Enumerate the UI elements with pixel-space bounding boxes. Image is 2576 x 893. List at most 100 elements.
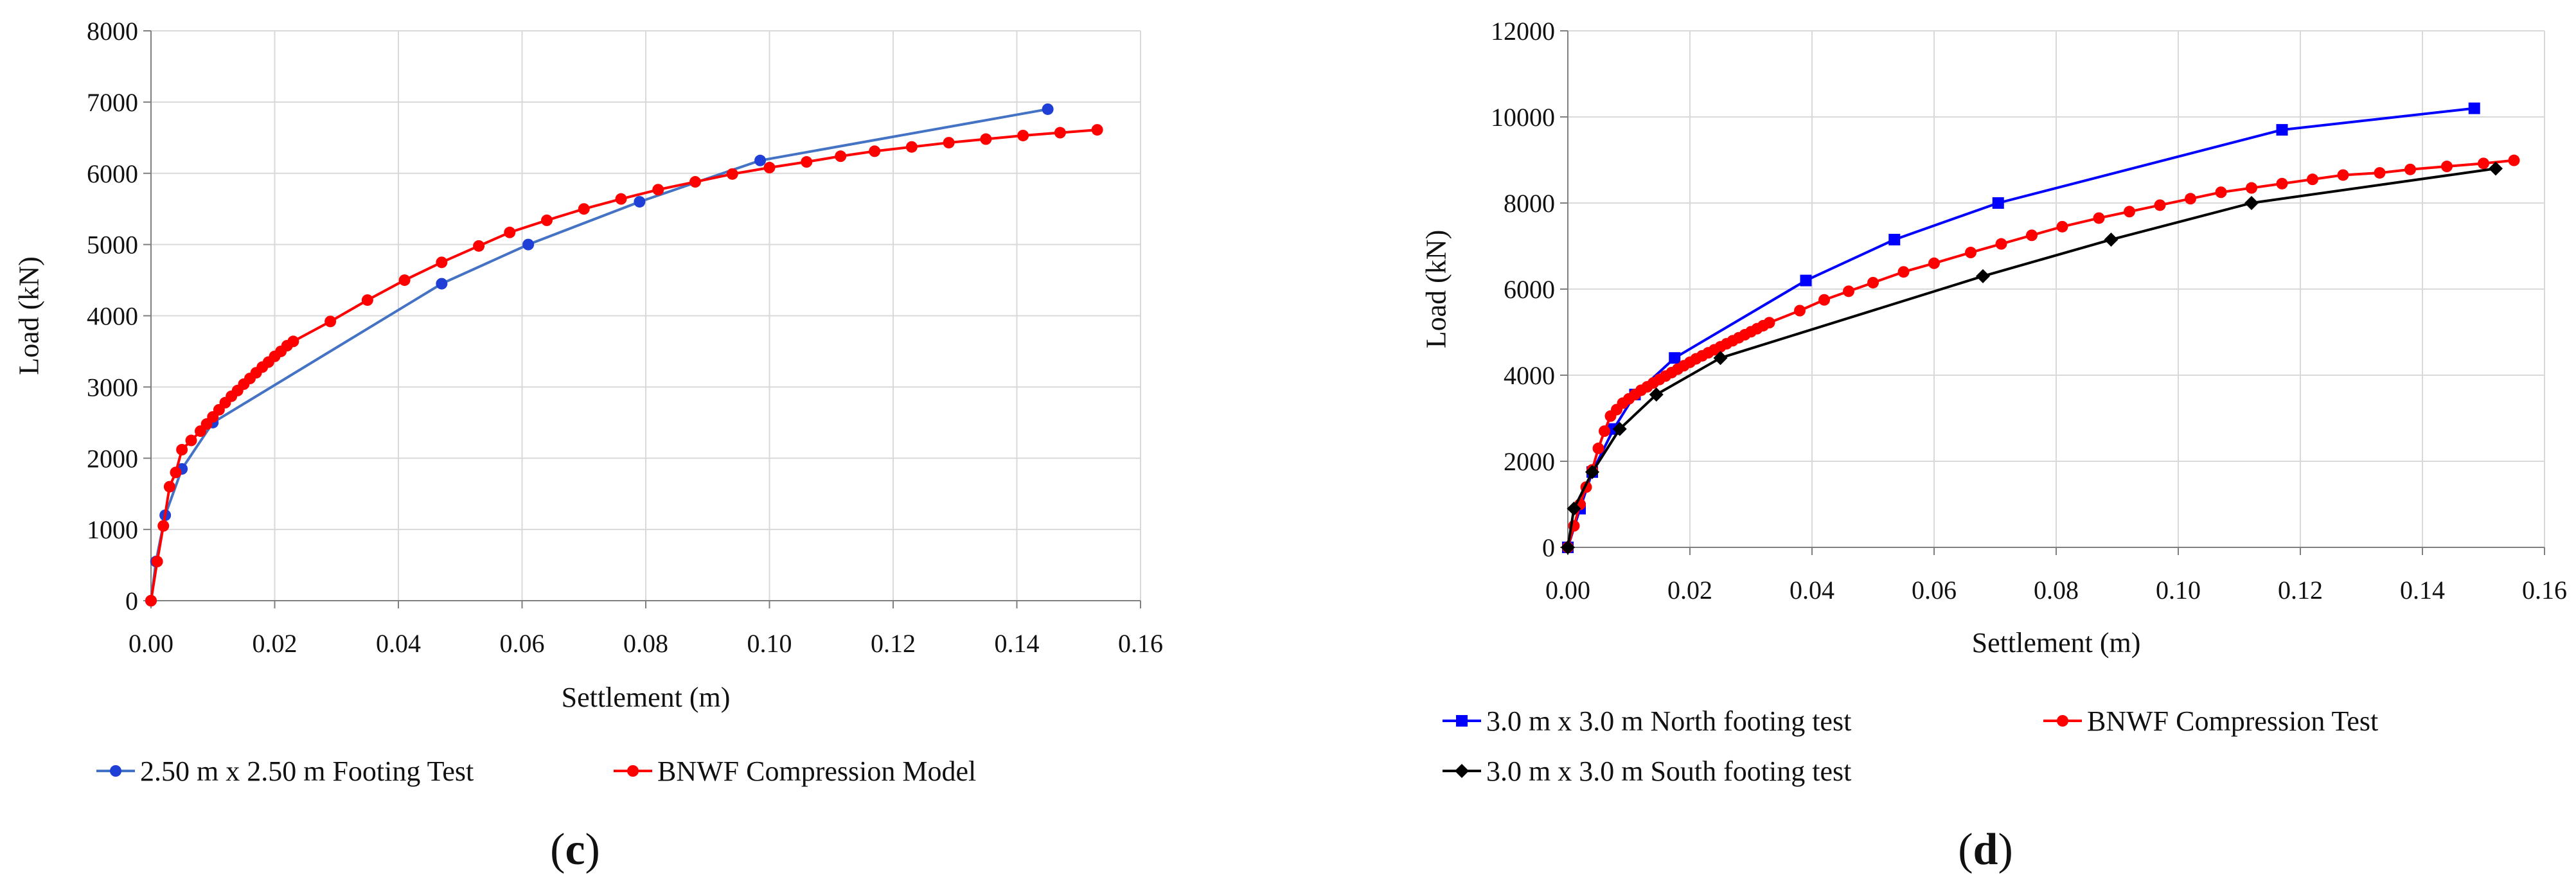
data-point	[943, 137, 955, 149]
x-tick-label: 0.02	[253, 629, 298, 658]
data-point	[2508, 154, 2520, 166]
y-tick-label: 3000	[87, 373, 138, 402]
data-point	[157, 520, 170, 532]
data-point	[2337, 169, 2349, 181]
legend-marker	[627, 765, 639, 777]
series-1	[145, 124, 1103, 606]
x-tick-label: 0.16	[1118, 629, 1163, 658]
data-point	[801, 156, 813, 168]
data-point	[980, 133, 992, 145]
y-tick-label: 2000	[1504, 447, 1555, 476]
data-point	[522, 238, 535, 251]
data-point	[473, 240, 485, 252]
series-1	[1562, 154, 2520, 553]
data-point	[1995, 238, 2007, 250]
caption-close: )	[1998, 825, 2012, 874]
caption-letter: c	[565, 825, 585, 874]
legend-item: BNWF Compression Model	[614, 756, 976, 787]
legend-label: 2.50 m x 2.50 m Footing Test	[140, 756, 474, 787]
y-tick-label: 8000	[87, 17, 138, 46]
caption-letter: d	[1973, 825, 1998, 874]
data-point	[754, 154, 767, 166]
data-point	[2307, 173, 2318, 186]
data-point	[2093, 212, 2105, 224]
x-tick-label: 0.12	[871, 629, 916, 658]
x-axis-label: Settlement (m)	[1972, 627, 2141, 659]
y-tick-label: 4000	[1504, 361, 1555, 390]
data-point	[1867, 276, 1879, 288]
data-point	[2215, 186, 2227, 199]
data-point	[1054, 127, 1066, 139]
data-point	[615, 193, 627, 205]
data-point	[1649, 387, 1664, 402]
caption-open: (	[1958, 825, 1973, 874]
data-point	[634, 196, 646, 208]
data-point	[1888, 233, 1901, 245]
data-point	[1897, 266, 1910, 278]
x-tick-label: 0.14	[2400, 576, 2445, 605]
data-point	[1042, 103, 1054, 115]
data-point	[1091, 124, 1103, 136]
data-point	[1928, 257, 1940, 269]
x-tick-label: 0.08	[623, 629, 668, 658]
data-point	[1567, 501, 1581, 516]
y-tick-label: 12000	[1491, 17, 1555, 46]
data-point	[2276, 177, 2288, 190]
data-point	[1669, 352, 1681, 364]
data-point	[2489, 161, 2503, 176]
data-point	[436, 256, 448, 269]
data-point	[2246, 182, 2257, 194]
caption-open: (	[550, 825, 565, 874]
x-tick-label: 0.02	[1667, 576, 1712, 605]
data-point	[1818, 294, 1830, 306]
data-point	[2276, 124, 2288, 136]
legend-label: 3.0 m x 3.0 m South footing test	[1486, 756, 1851, 787]
data-point	[1992, 197, 2004, 209]
figure-caption: (c)	[550, 825, 600, 874]
data-point	[2244, 196, 2259, 210]
legend-marker	[1455, 764, 1469, 778]
data-point	[1965, 247, 1976, 259]
data-point	[1976, 269, 1990, 283]
x-tick-label: 0.06	[500, 629, 545, 658]
data-point	[170, 466, 182, 479]
y-axis-label: Load (kN)	[1421, 230, 1452, 349]
y-tick-label: 0	[125, 587, 138, 615]
data-point	[1592, 442, 1604, 454]
data-point	[2468, 102, 2480, 114]
x-tick-label: 0.08	[2034, 576, 2079, 605]
legend-marker	[110, 765, 121, 777]
figure-caption: (d)	[1958, 825, 2013, 874]
data-point	[2478, 157, 2489, 170]
data-point	[652, 184, 664, 196]
x-axis-label: Settlement (m)	[562, 682, 731, 713]
data-point	[151, 556, 163, 568]
legend-label: 3.0 m x 3.0 m North footing test	[1486, 705, 1851, 737]
data-point	[2154, 199, 2166, 211]
y-tick-label: 10000	[1491, 103, 1555, 132]
x-tick-label: 0.06	[1912, 576, 1957, 605]
legend-item: BNWF Compression Test	[2043, 705, 2378, 737]
series-2	[1561, 161, 2503, 554]
data-point	[2374, 167, 2386, 179]
data-point	[324, 315, 337, 328]
data-point	[1585, 464, 1599, 479]
x-tick-label: 0.04	[1790, 576, 1834, 605]
data-point	[163, 481, 175, 493]
chart-d: 0 2000 4000 6000 8000 10000 12000 0.00 0.02 0.04 0…	[1421, 17, 2568, 874]
data-point	[287, 335, 299, 348]
data-point	[1561, 540, 1575, 554]
legend-marker	[2057, 715, 2068, 727]
data-point	[185, 434, 197, 446]
data-point	[1599, 425, 1610, 438]
y-tick-label: 7000	[87, 88, 138, 117]
data-point	[2056, 220, 2068, 233]
y-tick-label: 6000	[1504, 275, 1555, 304]
x-tick-label: 0.00	[129, 629, 173, 658]
caption-close: )	[585, 825, 600, 874]
y-tick-label: 0	[1542, 533, 1555, 562]
data-point	[1843, 285, 1854, 297]
data-point	[2441, 161, 2453, 173]
data-point	[436, 278, 448, 290]
y-tick-label: 4000	[87, 302, 138, 331]
